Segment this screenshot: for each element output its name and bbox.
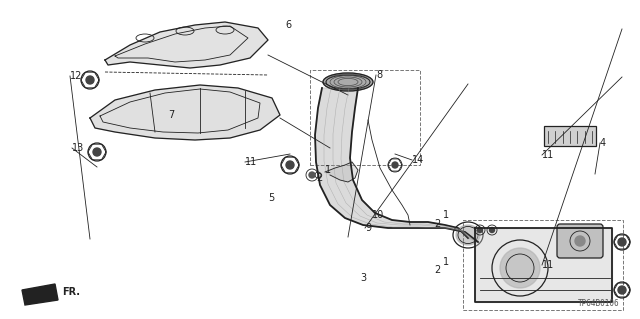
FancyBboxPatch shape bbox=[557, 224, 603, 258]
FancyBboxPatch shape bbox=[544, 126, 596, 146]
Circle shape bbox=[93, 148, 101, 156]
Circle shape bbox=[477, 227, 483, 233]
Text: 14: 14 bbox=[412, 155, 424, 165]
Text: TP64B0106: TP64B0106 bbox=[579, 299, 620, 308]
Text: 1: 1 bbox=[325, 165, 331, 175]
Ellipse shape bbox=[323, 73, 373, 91]
Polygon shape bbox=[325, 162, 358, 182]
Text: 10: 10 bbox=[372, 210, 384, 220]
Polygon shape bbox=[105, 22, 268, 68]
Text: 12: 12 bbox=[70, 71, 83, 81]
Text: 9: 9 bbox=[365, 223, 371, 233]
Circle shape bbox=[575, 236, 585, 246]
Polygon shape bbox=[22, 284, 58, 305]
Text: 1: 1 bbox=[443, 210, 449, 220]
Text: 2: 2 bbox=[434, 219, 440, 229]
Text: FR.: FR. bbox=[62, 287, 80, 297]
Text: 7: 7 bbox=[168, 110, 174, 120]
Circle shape bbox=[500, 248, 540, 288]
Ellipse shape bbox=[456, 225, 480, 245]
Text: 2: 2 bbox=[316, 173, 323, 183]
Text: 8: 8 bbox=[376, 70, 382, 80]
Text: 11: 11 bbox=[245, 157, 257, 167]
Text: 11: 11 bbox=[542, 150, 554, 160]
Circle shape bbox=[392, 162, 398, 168]
Circle shape bbox=[618, 286, 626, 294]
Circle shape bbox=[309, 172, 315, 178]
Text: 4: 4 bbox=[600, 138, 606, 148]
Polygon shape bbox=[315, 88, 478, 242]
Polygon shape bbox=[90, 85, 280, 140]
Text: 11: 11 bbox=[542, 260, 554, 270]
Text: 13: 13 bbox=[72, 143, 84, 153]
Circle shape bbox=[618, 238, 626, 246]
Text: 5: 5 bbox=[268, 193, 275, 203]
Polygon shape bbox=[475, 228, 612, 302]
Text: 1: 1 bbox=[443, 257, 449, 267]
Circle shape bbox=[286, 161, 294, 169]
Text: 3: 3 bbox=[360, 273, 366, 283]
Text: 6: 6 bbox=[285, 20, 291, 30]
Circle shape bbox=[86, 76, 94, 84]
Circle shape bbox=[490, 227, 495, 233]
Text: 2: 2 bbox=[434, 265, 440, 275]
